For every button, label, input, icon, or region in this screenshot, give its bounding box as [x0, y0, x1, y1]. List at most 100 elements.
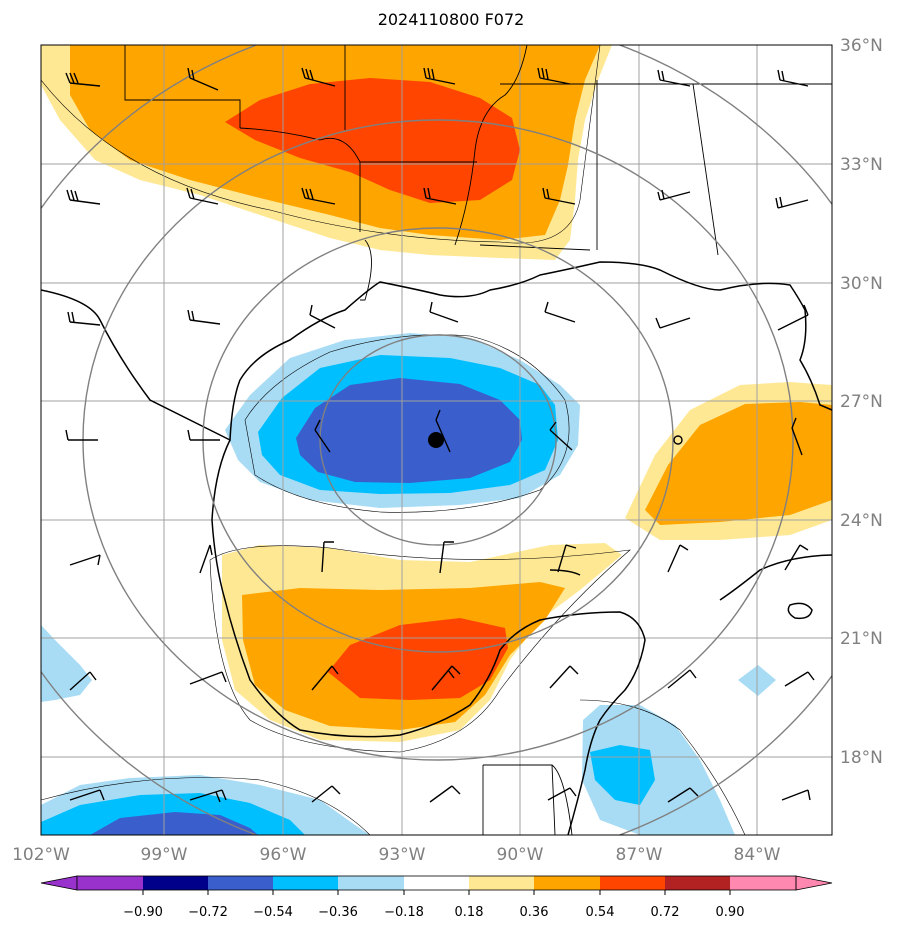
colorbar-extend-low	[40, 875, 78, 891]
lon-label: 96°W	[260, 845, 307, 865]
wind-barb	[431, 665, 461, 691]
map-frame	[40, 44, 833, 836]
colorbar-bin	[143, 876, 208, 890]
wind-barb	[784, 671, 815, 687]
wind-barb	[311, 785, 341, 803]
lat-label: 27°N	[840, 392, 883, 412]
colorbar-bin	[404, 876, 469, 890]
wind-barb	[667, 787, 699, 803]
thin-contours	[41, 45, 746, 835]
lat-label: 21°N	[840, 629, 883, 649]
positive-anomaly-east	[625, 382, 832, 540]
wind-barb	[429, 785, 461, 803]
wind-barb	[657, 69, 691, 87]
lat-axis-labels: 36°N 33°N 30°N 27°N 24°N 21°N 18°N	[840, 36, 883, 768]
wind-barb	[66, 189, 101, 205]
wind-barb	[301, 67, 336, 87]
wind-barb	[549, 665, 579, 689]
colorbar-bin	[665, 876, 730, 890]
wind-barb	[439, 541, 454, 574]
lon-label: 90°W	[497, 845, 544, 865]
wind-barb	[189, 789, 227, 803]
wind-barb	[657, 189, 691, 201]
wind-barb	[186, 187, 219, 205]
wind-barb	[547, 787, 577, 801]
wind-barb	[189, 671, 227, 685]
lon-label: 84°W	[734, 845, 781, 865]
wind-barb	[667, 669, 697, 689]
colorbar-bin	[600, 876, 665, 890]
map-title: 2024110800 F072	[377, 10, 525, 29]
wind-barbs	[65, 67, 815, 803]
lon-label: 99°W	[141, 845, 188, 865]
colorbar-label: −0.18	[384, 905, 424, 920]
lat-label: 36°N	[840, 36, 883, 56]
wind-barb	[321, 541, 334, 573]
positive-anomaly-south	[222, 543, 622, 742]
wind-barb	[784, 544, 809, 571]
lon-axis-labels: 102°W 99°W 96°W 93°W 90°W 87°W 84°W	[12, 845, 781, 865]
wind-barb	[429, 301, 459, 323]
map-plot-area	[41, 45, 832, 835]
colorbar-extend-high	[795, 875, 833, 891]
lat-label: 33°N	[840, 155, 883, 175]
wind-barb	[311, 665, 339, 691]
colorbar-label: −0.90	[123, 905, 163, 920]
wind-barb	[542, 187, 576, 205]
colorbar-frame	[76, 875, 797, 891]
wind-barb	[781, 789, 811, 801]
colorbar-label: 0.18	[455, 905, 484, 920]
lat-label: 30°N	[840, 274, 883, 294]
lon-label: 93°W	[379, 845, 426, 865]
colorbar-label: 0.36	[520, 905, 549, 920]
wind-barb	[314, 419, 331, 453]
wind-barb	[187, 429, 220, 441]
political-borders	[124, 45, 832, 835]
wind-barb	[69, 789, 105, 801]
wind-barb	[423, 187, 457, 205]
positive-anomaly-north	[41, 45, 612, 260]
lat-label: 24°N	[840, 511, 883, 531]
colorbar-label: 0.54	[586, 905, 615, 920]
wind-barb	[435, 409, 451, 453]
negative-anomaly-southwest	[41, 625, 370, 835]
wind-barb	[69, 554, 101, 566]
lon-label: 87°W	[616, 845, 663, 865]
wind-barb	[557, 544, 577, 573]
wind-barb	[549, 421, 573, 451]
colorbar-label: 0.72	[651, 905, 680, 920]
wind-barb	[301, 187, 336, 205]
wind-barb	[655, 317, 691, 329]
secondary-center-marker	[673, 435, 683, 445]
wind-barb	[187, 309, 221, 325]
wind-barb	[199, 544, 213, 574]
wind-barb	[69, 671, 97, 691]
lon-label: 102°W	[12, 845, 70, 865]
colorbar-bin	[730, 876, 796, 890]
colorbar-label: −0.36	[318, 905, 358, 920]
wind-barb	[65, 72, 101, 87]
storm-center-marker	[428, 432, 444, 448]
colorbar-bin	[534, 876, 600, 890]
wind-barb	[187, 67, 219, 91]
wind-barb	[537, 67, 571, 85]
colorbar-bin	[338, 876, 404, 890]
wind-barb	[67, 311, 101, 326]
colorbar: −0.90 −0.72 −0.54 −0.36 −0.18 0.18 0.36 …	[40, 875, 833, 920]
lat-label: 18°N	[840, 748, 883, 768]
wind-barb	[544, 301, 576, 323]
wind-barb	[775, 196, 809, 209]
wind-barb	[65, 429, 98, 441]
wind-barb	[791, 417, 803, 456]
colorbar-label: −0.54	[253, 905, 293, 920]
wind-barb	[777, 304, 809, 331]
negative-anomaly-southeast	[582, 665, 776, 835]
colorbar-bin	[469, 876, 534, 890]
wind-barb	[423, 67, 456, 85]
colorbar-label: 0.90	[716, 905, 745, 920]
coastline	[41, 261, 832, 835]
colorbar-label: −0.72	[188, 905, 228, 920]
colorbar-bin	[77, 876, 143, 890]
colorbar-bin	[208, 876, 273, 890]
